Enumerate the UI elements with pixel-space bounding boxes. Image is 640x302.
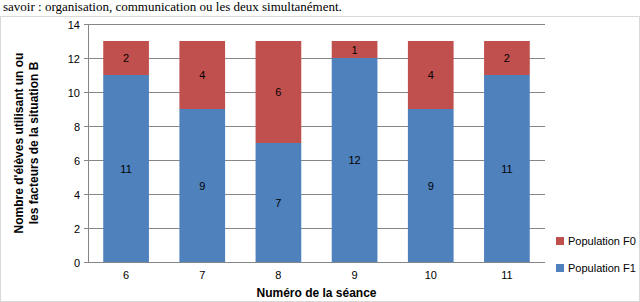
- y-tick-label: 4: [74, 189, 80, 201]
- legend-swatch: [556, 237, 564, 245]
- x-tick-label: 7: [199, 269, 205, 281]
- bar: [179, 41, 225, 109]
- x-axis-title: Numéro de la séance: [256, 286, 376, 300]
- bar: [103, 75, 149, 262]
- chart-container: savoir : organisation, communication ou …: [0, 0, 640, 302]
- y-tick: [84, 92, 88, 93]
- y-tick-label: 12: [68, 53, 80, 65]
- grid-line: [88, 160, 545, 161]
- y-tick: [84, 194, 88, 195]
- bar: [332, 41, 378, 58]
- grid-line: [88, 262, 545, 263]
- bar: [332, 58, 378, 262]
- y-tick-label: 8: [74, 121, 80, 133]
- grid-line: [88, 194, 545, 195]
- y-axis-title-line: Nombre d'élèves utilisant un ou: [12, 53, 26, 234]
- grid-line: [88, 24, 545, 25]
- x-tick-label: 11: [501, 269, 512, 281]
- data-label: 11: [120, 163, 131, 175]
- data-label: 12: [348, 154, 360, 166]
- bar: [484, 41, 530, 75]
- bar: [408, 41, 454, 109]
- y-tick: [84, 58, 88, 59]
- chart-frame: [1, 17, 640, 302]
- y-tick: [84, 126, 88, 127]
- grid-line: [88, 92, 545, 93]
- data-label: 4: [199, 69, 205, 81]
- data-label: 7: [275, 197, 281, 209]
- data-label: 11: [501, 163, 512, 175]
- legend-swatch: [556, 264, 564, 272]
- grid-line: [88, 126, 545, 127]
- y-axis-title: Nombre d'élèves utilisant un oules facte…: [12, 53, 41, 234]
- y-tick-label: 14: [68, 19, 80, 31]
- y-tick: [84, 228, 88, 229]
- annotation: savoir : organisation, communication ou …: [3, 0, 342, 14]
- y-tick-label: 6: [74, 155, 80, 167]
- x-tick-label: 9: [352, 269, 358, 281]
- grid-line: [88, 228, 545, 229]
- grid-line: [88, 58, 545, 59]
- y-tick: [84, 160, 88, 161]
- bars: [103, 41, 530, 262]
- data-label: 1: [352, 44, 358, 56]
- y-tick-label: 0: [74, 257, 80, 269]
- y-tick-label: 10: [68, 87, 80, 99]
- data-label: 9: [199, 180, 205, 192]
- data-label: 2: [123, 52, 129, 64]
- x-axis: [88, 262, 545, 263]
- x-tick-label: 10: [425, 269, 437, 281]
- y-axis-title-line: les facteurs de la situation B: [27, 61, 41, 224]
- chart-svg: savoir : organisation, communication ou …: [0, 0, 640, 302]
- data-label: 6: [275, 86, 281, 98]
- data-label: 9: [428, 180, 434, 192]
- y-axis: [88, 24, 89, 262]
- y-tick-label: 2: [74, 223, 80, 235]
- bar: [484, 75, 530, 262]
- bar: [103, 41, 149, 75]
- y-tick: [84, 24, 88, 25]
- x-tick-label: 8: [275, 269, 281, 281]
- bar: [256, 143, 302, 262]
- x-tick-label: 6: [123, 269, 129, 281]
- data-label: 4: [428, 69, 434, 81]
- bar: [408, 109, 454, 262]
- y-tick: [84, 262, 88, 263]
- bar: [256, 41, 302, 143]
- bar: [179, 109, 225, 262]
- data-label: 2: [504, 52, 510, 64]
- legend-label: Population F1: [568, 262, 636, 274]
- legend-label: Population F0: [568, 235, 636, 247]
- data-labels: 11 2 9 4 7 6 12 1 9 4 11 2: [120, 44, 512, 209]
